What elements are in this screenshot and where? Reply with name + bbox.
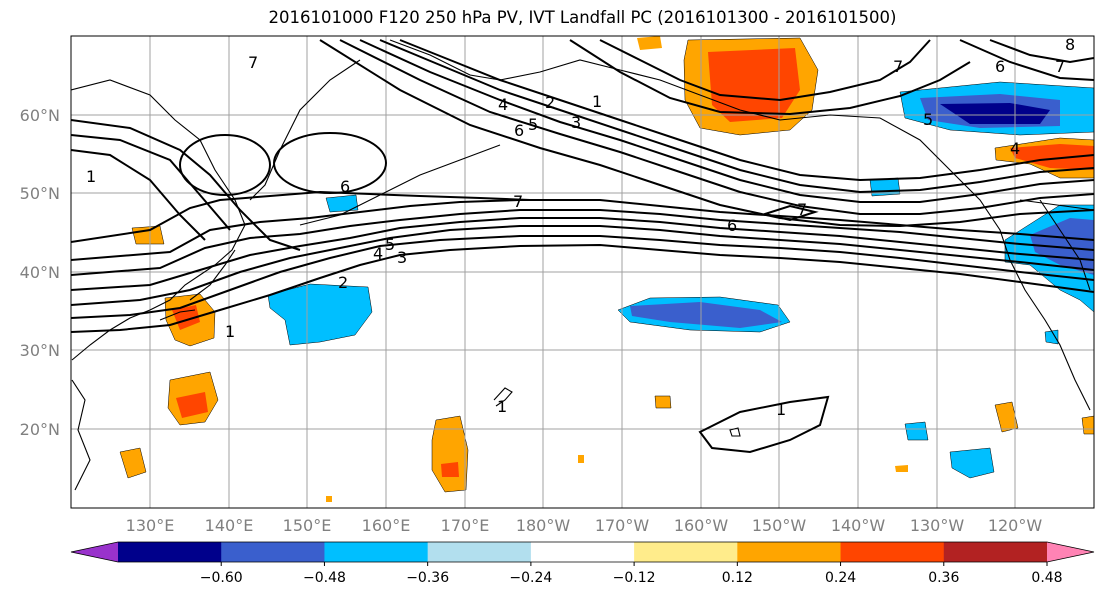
colorbar-bin	[840, 542, 945, 562]
contour-label-1: 1	[225, 322, 235, 341]
lon-label: 160°E	[362, 516, 411, 535]
contour-label-4b: 4	[498, 95, 508, 114]
contour-label-7e: 7	[893, 57, 903, 76]
chart-title: 2016101000 F120 250 hPa PV, IVT Landfall…	[268, 8, 897, 27]
colorbar-bin	[427, 542, 532, 562]
contour-label-5: 5	[385, 235, 395, 254]
pv-contours	[71, 39, 1094, 454]
contour-label-4c: 4	[1010, 139, 1020, 158]
contour-label-7c: 7	[248, 53, 258, 72]
lat-label: 20°N	[20, 420, 60, 439]
colorbar-tick-label: −0.48	[303, 570, 346, 586]
plot-frame	[70, 35, 1095, 509]
contour-label-7b: 7	[797, 200, 807, 219]
lon-label: 150°E	[283, 516, 332, 535]
contour-label-3: 3	[397, 248, 407, 267]
colorbar-bin	[530, 542, 635, 562]
colorbar-bin	[634, 542, 738, 562]
colorbar-tick-label: −0.36	[406, 570, 449, 586]
contour-label-7d: 7	[1055, 57, 1065, 76]
contour-label-4: 4	[373, 244, 383, 263]
colorbar-extend-low	[71, 542, 118, 562]
contour-label-6d: 6	[995, 57, 1005, 76]
lon-label: 120°W	[988, 516, 1043, 535]
contour-label-2b: 2	[545, 93, 555, 112]
lon-label: 140°E	[205, 516, 254, 535]
contour-label-2: 2	[338, 273, 348, 292]
colorbar-bin	[737, 542, 842, 562]
lon-axis-labels: 130°E 140°E 150°E 160°E 170°E 180°W 170°…	[126, 516, 1043, 535]
contour-label-6b: 6	[340, 177, 350, 196]
colorbar-tick-label: 0.36	[928, 570, 959, 586]
lon-label: 170°E	[441, 516, 490, 535]
contour-label-3b: 3	[571, 113, 581, 132]
colorbar-bin	[324, 542, 429, 562]
lon-label: 130°E	[126, 516, 175, 535]
colorbar-bin	[118, 542, 222, 562]
colorbar-tick-label: 0.48	[1031, 570, 1062, 586]
lon-label: 170°W	[595, 516, 650, 535]
contour-label-1b: 1	[776, 400, 786, 419]
colorbar-tick-label: 0.12	[722, 570, 753, 586]
lon-label: 150°W	[752, 516, 807, 535]
lat-label: 60°N	[20, 106, 60, 125]
lat-label: 30°N	[20, 341, 60, 360]
lon-label: 130°W	[910, 516, 965, 535]
colorbar-extend-high	[1047, 542, 1094, 562]
colorbar-bin	[943, 542, 1048, 562]
colorbar: −0.60 −0.48 −0.36 −0.24 −0.12 0.12 0.24 0.36 0.4…	[70, 541, 1095, 586]
colorbar-tick-label: 0.24	[825, 570, 856, 586]
colorbar-bin	[221, 542, 325, 562]
contour-label-5c: 5	[923, 110, 933, 129]
coastlines	[71, 39, 1094, 491]
lon-label: 160°W	[674, 516, 729, 535]
colorbar-tick-label: −0.12	[613, 570, 656, 586]
lat-axis-labels: 20°N 30°N 40°N 50°N 60°N	[20, 106, 60, 439]
contour-label-6: 6	[727, 216, 737, 235]
lon-label: 140°W	[831, 516, 886, 535]
lon-label: 180°W	[516, 516, 571, 535]
lat-label: 50°N	[20, 184, 60, 203]
contour-label-5b: 5	[528, 115, 538, 134]
contour-label-8: 8	[1065, 35, 1075, 54]
lat-label: 40°N	[20, 263, 60, 282]
contour-label-1c: 1	[497, 397, 507, 416]
contour-label-6c: 6	[514, 121, 524, 140]
colorbar-outline	[70, 541, 1095, 563]
colorbar-tick-label: −0.60	[200, 570, 243, 586]
contour-label-7: 7	[513, 192, 523, 211]
contour-labels: 1 2 3 4 5 7 6 7 1 1 6 5 6 4 2 3 1 7 1 5 …	[86, 35, 1075, 419]
colorbar-tick-label: −0.24	[509, 570, 552, 586]
contour-label-1e: 1	[86, 167, 96, 186]
contour-label-1d: 1	[592, 92, 602, 111]
